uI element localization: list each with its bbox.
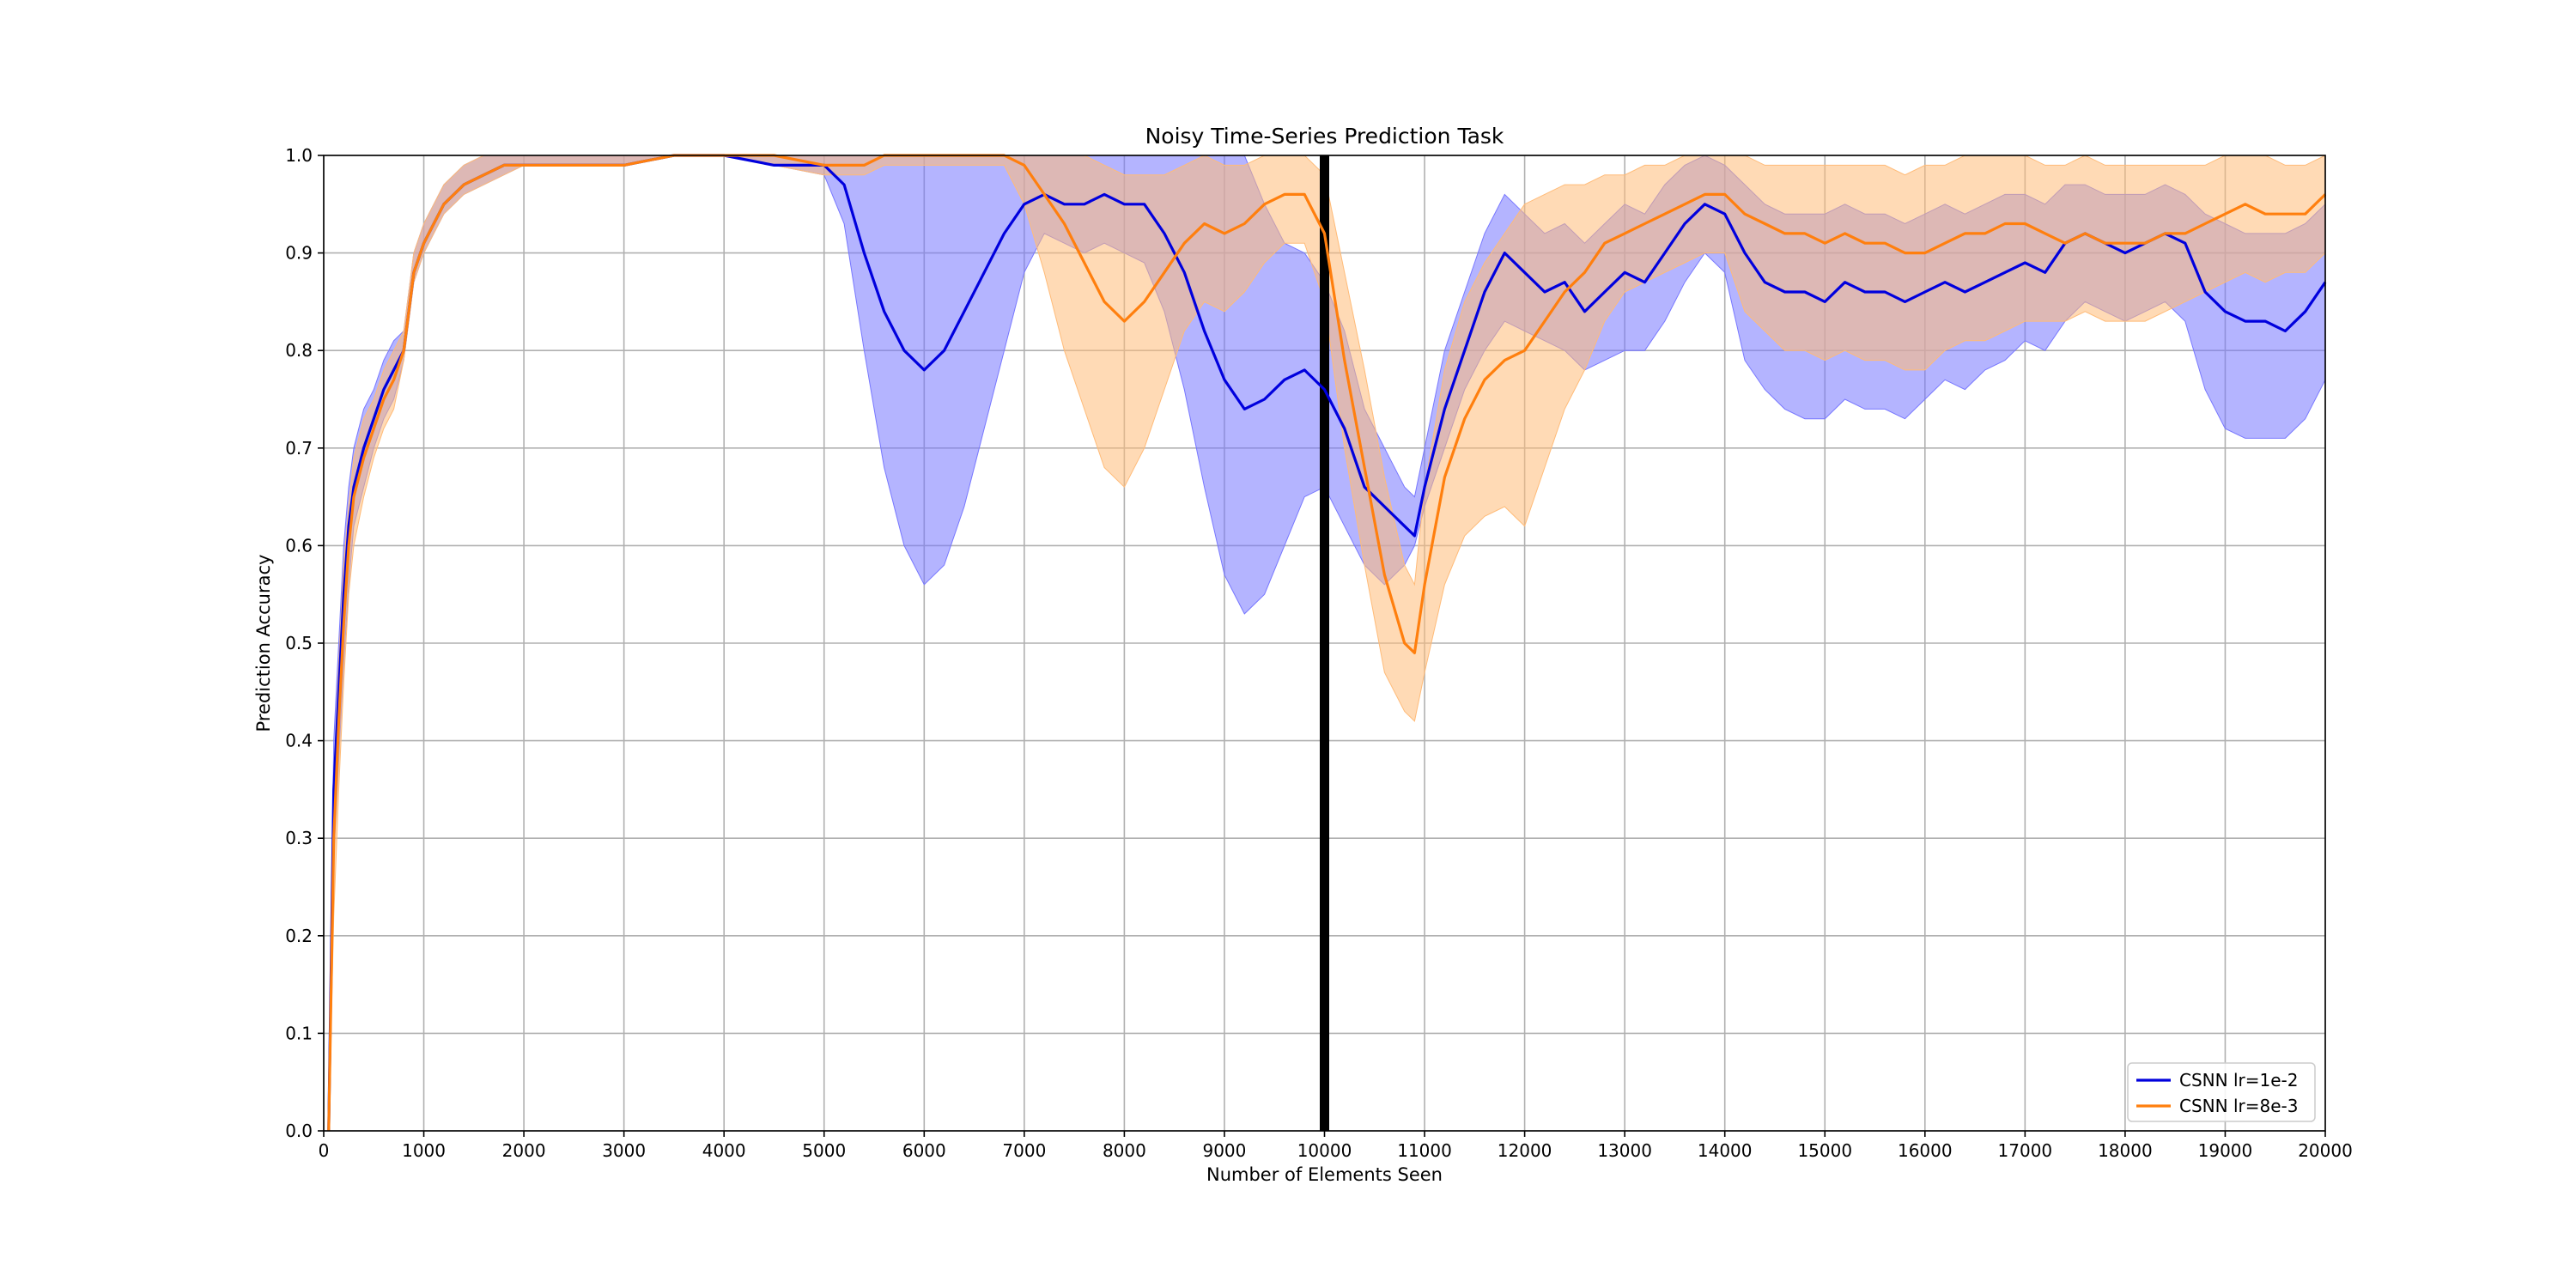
x-tick-label: 2000 — [502, 1140, 546, 1161]
x-tick-label: 15000 — [1797, 1140, 1852, 1161]
x-tick-label: 13000 — [1597, 1140, 1652, 1161]
x-tick-label: 1000 — [402, 1140, 446, 1161]
y-tick-label: 0.3 — [285, 828, 313, 848]
x-tick-label: 6000 — [902, 1140, 946, 1161]
ticks: 0 1000 2000 3000 4000 5000 6000 7000 8000 9000 100… — [285, 145, 2353, 1161]
x-tick-label: 4000 — [702, 1140, 746, 1161]
x-tick-label: 17000 — [1998, 1140, 2053, 1161]
legend-label: CSNN lr=8e-3 — [2179, 1096, 2298, 1116]
y-tick-label: 0.4 — [285, 731, 313, 751]
y-tick-label: 0.9 — [285, 243, 313, 264]
y-tick-label: 0.5 — [285, 633, 313, 653]
legend: CSNN lr=1e-2 CSNN lr=8e-3 — [2127, 1062, 2316, 1122]
chart-title: Noisy Time-Series Prediction Task — [1145, 124, 1504, 149]
x-tick-label: 11000 — [1397, 1140, 1452, 1161]
y-tick-label: 0.6 — [285, 535, 313, 556]
x-tick-label: 18000 — [2098, 1140, 2153, 1161]
x-tick-label: 14000 — [1698, 1140, 1753, 1161]
y-tick-label: 0.8 — [285, 340, 313, 361]
x-tick-label: 10000 — [1297, 1140, 1352, 1161]
y-tick-label: 0.0 — [285, 1121, 313, 1141]
x-tick-label: 9000 — [1202, 1140, 1246, 1161]
y-tick-label: 1.0 — [285, 145, 313, 166]
x-tick-label: 12000 — [1498, 1140, 1552, 1161]
y-axis-label: Prediction Accuracy — [253, 555, 274, 732]
x-tick-label: 16000 — [1898, 1140, 1953, 1161]
y-tick-label: 0.2 — [285, 926, 313, 946]
x-tick-label: 20000 — [2298, 1140, 2353, 1161]
x-tick-label: 0 — [319, 1140, 330, 1161]
y-tick-label: 0.1 — [285, 1023, 313, 1043]
x-tick-label: 7000 — [1002, 1140, 1046, 1161]
legend-box — [2127, 1062, 2316, 1122]
x-tick-label: 19000 — [2198, 1140, 2253, 1161]
x-tick-label: 3000 — [602, 1140, 646, 1161]
series-2-line — [327, 154, 2327, 1132]
series-lines — [327, 154, 2327, 1132]
x-tick-label: 5000 — [802, 1140, 846, 1161]
x-axis-label: Number of Elements Seen — [1206, 1164, 1443, 1185]
y-tick-label: 0.7 — [285, 438, 313, 459]
x-tick-label: 8000 — [1103, 1140, 1146, 1161]
legend-label: CSNN lr=1e-2 — [2179, 1070, 2298, 1091]
